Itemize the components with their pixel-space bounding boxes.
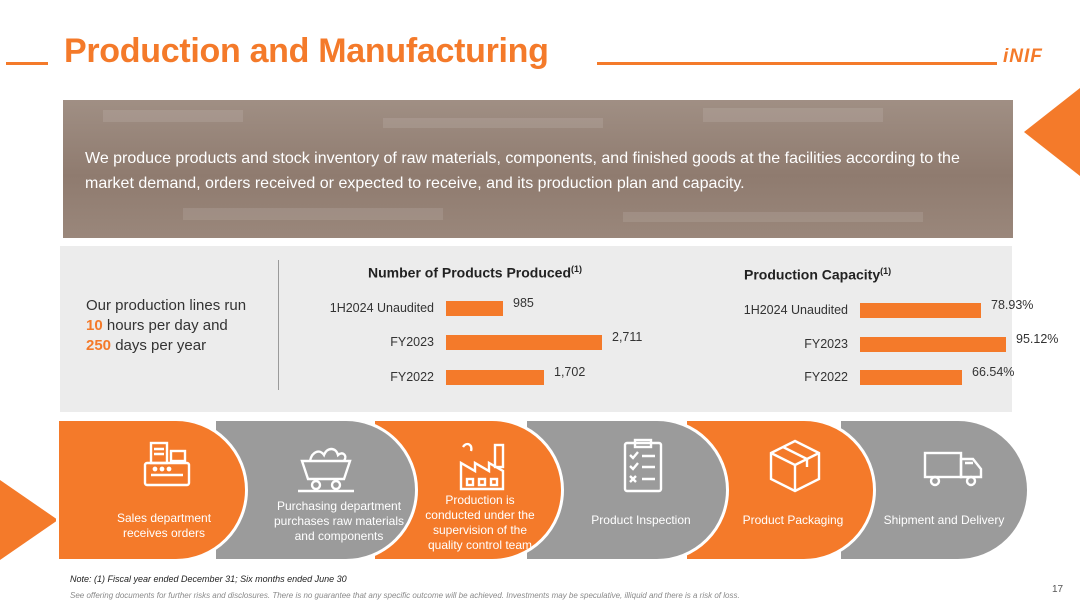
chart-title-footnote: (1): [571, 264, 583, 274]
chart-bar: [446, 335, 602, 350]
production-capacity-chart: Production Capacity(1) 1H2024 Unaudited 7…: [660, 246, 1058, 412]
chart-bar: [446, 301, 503, 316]
chart-title-text: Production Capacity: [744, 266, 881, 283]
chart-category-label: 1H2024 Unaudited: [743, 303, 848, 317]
products-produced-chart: Number of Products Produced(1) 1H2024 Un…: [300, 246, 670, 412]
banner-texture: [703, 108, 883, 122]
factory-icon: [453, 437, 517, 495]
days-value: 250: [86, 337, 112, 354]
chart-data-label: 78.93%: [991, 298, 1034, 312]
mine-cart-icon: [294, 437, 358, 495]
chart-category-label: 1H2024 Unaudited: [329, 301, 434, 315]
banner-texture: [623, 212, 923, 222]
chart-title: Number of Products Produced(1): [368, 264, 582, 281]
title-rule-right: [597, 62, 997, 65]
chart-title-footnote: (1): [880, 266, 892, 276]
chart-bar: [860, 370, 962, 385]
process-step: Sales department receives orders: [56, 418, 248, 562]
operating-hours-text: Our production lines run 10 hours per da…: [86, 296, 276, 356]
chart-data-label: 1,702: [554, 365, 586, 379]
chart-category-label: FY2023: [390, 335, 434, 349]
process-step-label: Sales department receives orders: [116, 511, 212, 540]
disclaimer: See offering documents for further risks…: [70, 591, 740, 600]
title-rule-left: [6, 62, 48, 65]
banner-texture: [103, 110, 243, 122]
chart-title: Production Capacity(1): [744, 266, 891, 283]
hours-suffix: hours per day and: [102, 317, 228, 334]
process-step-label: Shipment and Delivery: [883, 513, 1005, 527]
page-number: 17: [1052, 584, 1064, 595]
stats-divider: [278, 260, 279, 390]
delivery-truck-icon: [921, 437, 985, 495]
package-box-icon: [763, 437, 827, 495]
intro-banner: We produce products and stock inventory …: [63, 100, 1013, 238]
process-step-label: Product Inspection: [591, 513, 691, 527]
decorative-triangle-right: [1024, 88, 1080, 176]
chart-bar: [860, 303, 981, 318]
chart-data-label: 66.54%: [972, 365, 1015, 379]
intro-text: We produce products and stock inventory …: [85, 150, 960, 192]
process-step: Product Packaging: [684, 418, 876, 562]
production-stats-panel: Our production lines run 10 hours per da…: [60, 246, 1058, 412]
decorative-triangle-left: [0, 480, 58, 560]
chart-category-label: FY2022: [804, 370, 848, 384]
banner-texture: [183, 208, 443, 220]
chart-category-label: FY2023: [804, 337, 848, 351]
page-title: Production and Manufacturing: [64, 32, 549, 70]
chart-data-label: 985: [513, 296, 534, 310]
cash-register-icon: [135, 437, 199, 495]
process-step-label: Purchasing department purchases raw mate…: [273, 499, 405, 543]
process-step-label: Product Packaging: [742, 513, 844, 527]
days-suffix: days per year: [111, 337, 207, 354]
chart-title-text: Number of Products Produced: [368, 264, 572, 281]
banner-texture: [383, 118, 603, 128]
chart-category-label: FY2022: [390, 370, 434, 384]
company-logo: iNIF: [1003, 46, 1043, 67]
chart-data-label: 95.12%: [1016, 332, 1059, 346]
chart-bar: [860, 337, 1006, 352]
hours-intro: Our production lines run: [86, 297, 247, 314]
chart-data-label: 2,711: [612, 330, 643, 344]
process-flow: Sales department receives orders Purchasi…: [56, 418, 1036, 564]
checklist-icon: [611, 437, 675, 495]
process-step-label: Production is conducted under the superv…: [425, 493, 535, 552]
chart-bar: [446, 370, 544, 385]
footnote: Note: (1) Fiscal year ended December 31;…: [70, 574, 347, 584]
hours-value: 10: [86, 317, 103, 334]
